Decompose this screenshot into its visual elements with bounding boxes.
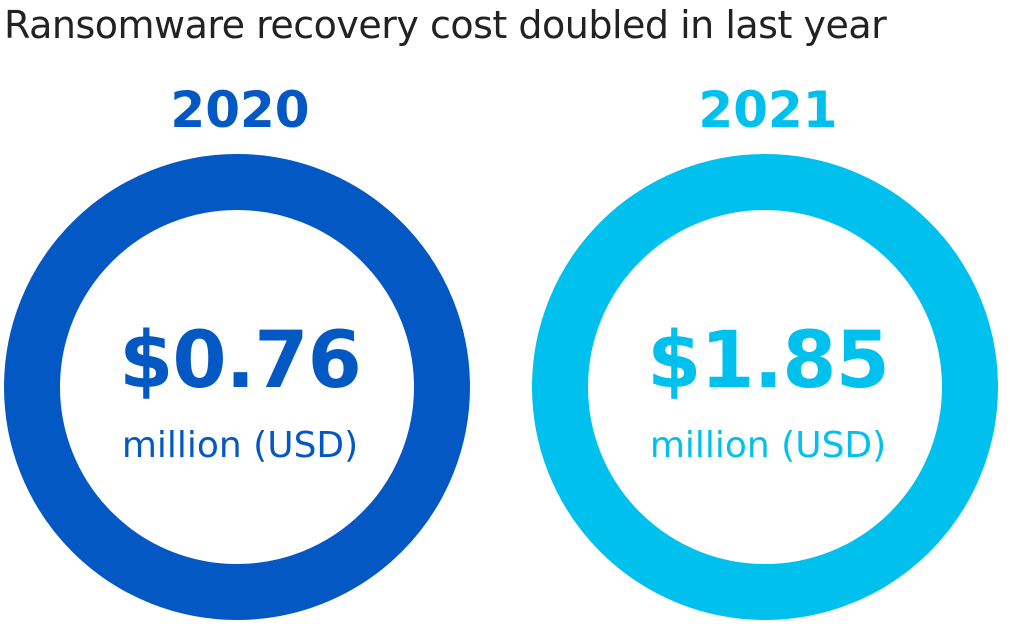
chart-title: Ransomware recovery cost doubled in last… xyxy=(4,3,887,47)
cost-value-2021: $1.85 xyxy=(647,316,890,406)
year-label-2021: 2021 xyxy=(698,81,838,139)
cost-panel-2021: 2021 $1.85 million (USD) xyxy=(528,80,1008,635)
cost-unit-2021: million (USD) xyxy=(649,425,887,466)
cost-panel-2020: 2020 $0.76 million (USD) xyxy=(0,80,480,635)
cost-unit-2020: million (USD) xyxy=(121,425,359,466)
cost-value-2020: $0.76 xyxy=(119,316,362,406)
year-label-2020: 2020 xyxy=(170,81,310,139)
